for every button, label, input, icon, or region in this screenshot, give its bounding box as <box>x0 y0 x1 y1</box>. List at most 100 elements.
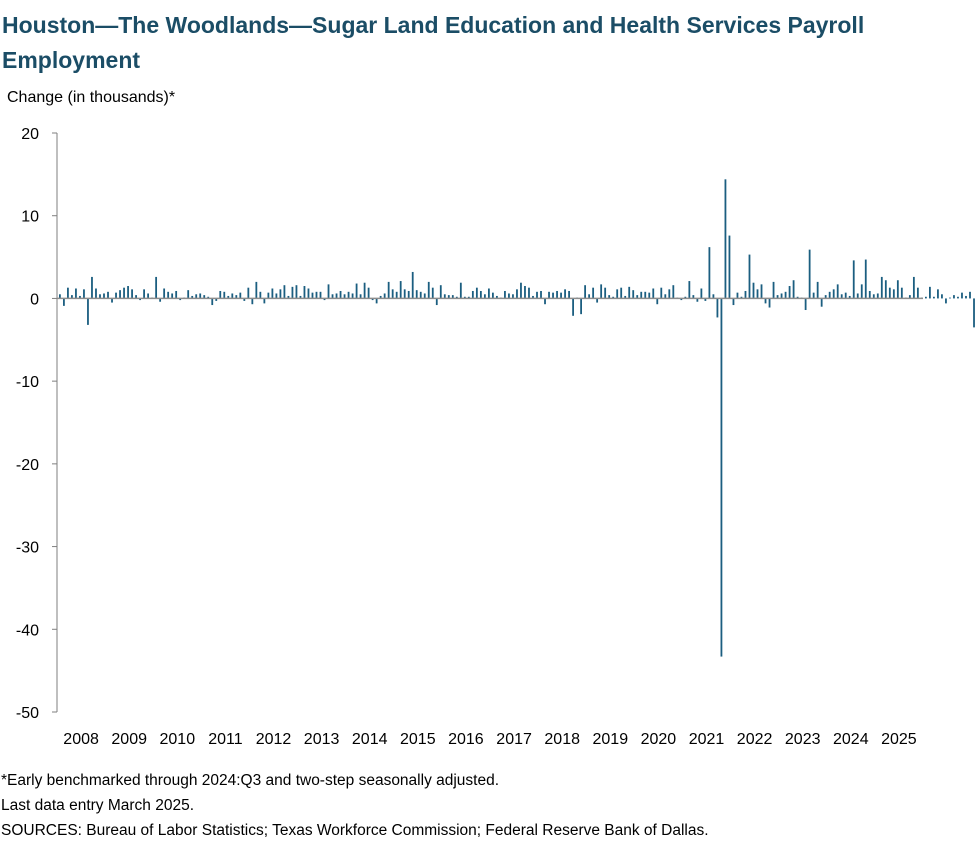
bar <box>832 289 835 299</box>
bar <box>187 290 190 299</box>
bar <box>728 235 731 299</box>
bar <box>327 284 330 299</box>
bar <box>840 294 843 299</box>
y-tick-label: -50 <box>16 705 39 722</box>
bar <box>407 290 410 299</box>
bar <box>199 293 202 299</box>
bar <box>620 287 623 299</box>
bar <box>367 287 370 299</box>
bar <box>632 290 635 299</box>
bar <box>91 276 93 299</box>
bar <box>435 298 438 306</box>
bar <box>888 287 891 299</box>
bar <box>179 298 182 301</box>
bar <box>568 290 570 299</box>
bar <box>423 293 426 299</box>
bar <box>961 292 963 299</box>
bar <box>953 295 955 299</box>
bar <box>872 294 875 299</box>
x-tick-label: 2013 <box>304 731 340 748</box>
bar <box>504 290 506 299</box>
bar <box>912 276 915 299</box>
bar <box>512 294 514 299</box>
bar <box>243 298 246 301</box>
bar <box>604 287 607 299</box>
bar <box>656 298 659 305</box>
bar <box>884 280 887 299</box>
x-tick-label: 2012 <box>256 731 292 748</box>
bar <box>880 276 883 299</box>
bar <box>475 287 478 299</box>
bar <box>75 288 77 299</box>
bar <box>868 290 871 299</box>
bar <box>259 291 262 299</box>
bar <box>792 280 795 299</box>
bar <box>239 292 242 299</box>
bar <box>684 296 687 299</box>
bar <box>776 295 779 299</box>
bar <box>692 295 695 299</box>
bar <box>311 292 314 299</box>
bar <box>191 295 194 299</box>
bars-group <box>59 179 975 657</box>
bar <box>941 294 943 299</box>
y-tick-label: -20 <box>16 457 39 474</box>
bar <box>195 294 198 299</box>
x-tick-label: 2009 <box>111 731 147 748</box>
y-axis-ticks: 20 10 0 -10 -20 -30 -40 -50 <box>16 126 57 722</box>
bar <box>79 295 81 299</box>
bar <box>660 287 663 299</box>
bar <box>355 283 358 299</box>
bar <box>299 295 302 299</box>
bar <box>973 298 975 328</box>
y-tick-label: -10 <box>16 374 39 391</box>
bar <box>283 285 286 299</box>
bar <box>628 286 631 299</box>
bar <box>387 281 390 299</box>
bar <box>612 296 615 299</box>
bar <box>131 289 133 299</box>
bar <box>804 298 807 311</box>
bar <box>463 296 466 299</box>
bar <box>672 285 675 299</box>
bar <box>347 291 350 299</box>
bar <box>540 290 542 299</box>
bar <box>572 298 574 316</box>
bar <box>756 289 759 299</box>
bar <box>708 247 711 299</box>
bar <box>736 292 739 299</box>
bar <box>247 287 250 299</box>
bar <box>916 287 919 299</box>
bar <box>852 260 855 299</box>
bar <box>812 292 815 299</box>
bar <box>323 298 326 301</box>
bar <box>143 289 145 299</box>
bar <box>107 291 109 299</box>
bar <box>303 286 306 299</box>
bar <box>103 293 105 299</box>
bar <box>287 295 290 299</box>
bar <box>459 282 462 299</box>
bar <box>203 295 206 299</box>
bar <box>331 294 334 299</box>
bar <box>644 291 647 299</box>
bar <box>447 295 450 299</box>
x-tick-label: 2011 <box>208 731 243 748</box>
bar <box>419 291 422 299</box>
bar <box>99 294 101 299</box>
bar <box>335 293 338 299</box>
x-axis-ticks: 2008 2009 2010 2011 2012 2013 2014 2015 2016 2017… <box>63 731 916 748</box>
bar <box>752 282 755 299</box>
bar <box>808 249 811 299</box>
bar <box>824 295 827 299</box>
bar <box>251 298 254 305</box>
bar <box>744 290 747 299</box>
bar <box>965 295 967 299</box>
x-tick-label: 2021 <box>689 731 725 748</box>
bar <box>937 289 939 299</box>
bar <box>580 298 582 315</box>
bar <box>496 295 498 299</box>
bar <box>596 298 599 303</box>
x-tick-label: 2014 <box>352 731 388 748</box>
